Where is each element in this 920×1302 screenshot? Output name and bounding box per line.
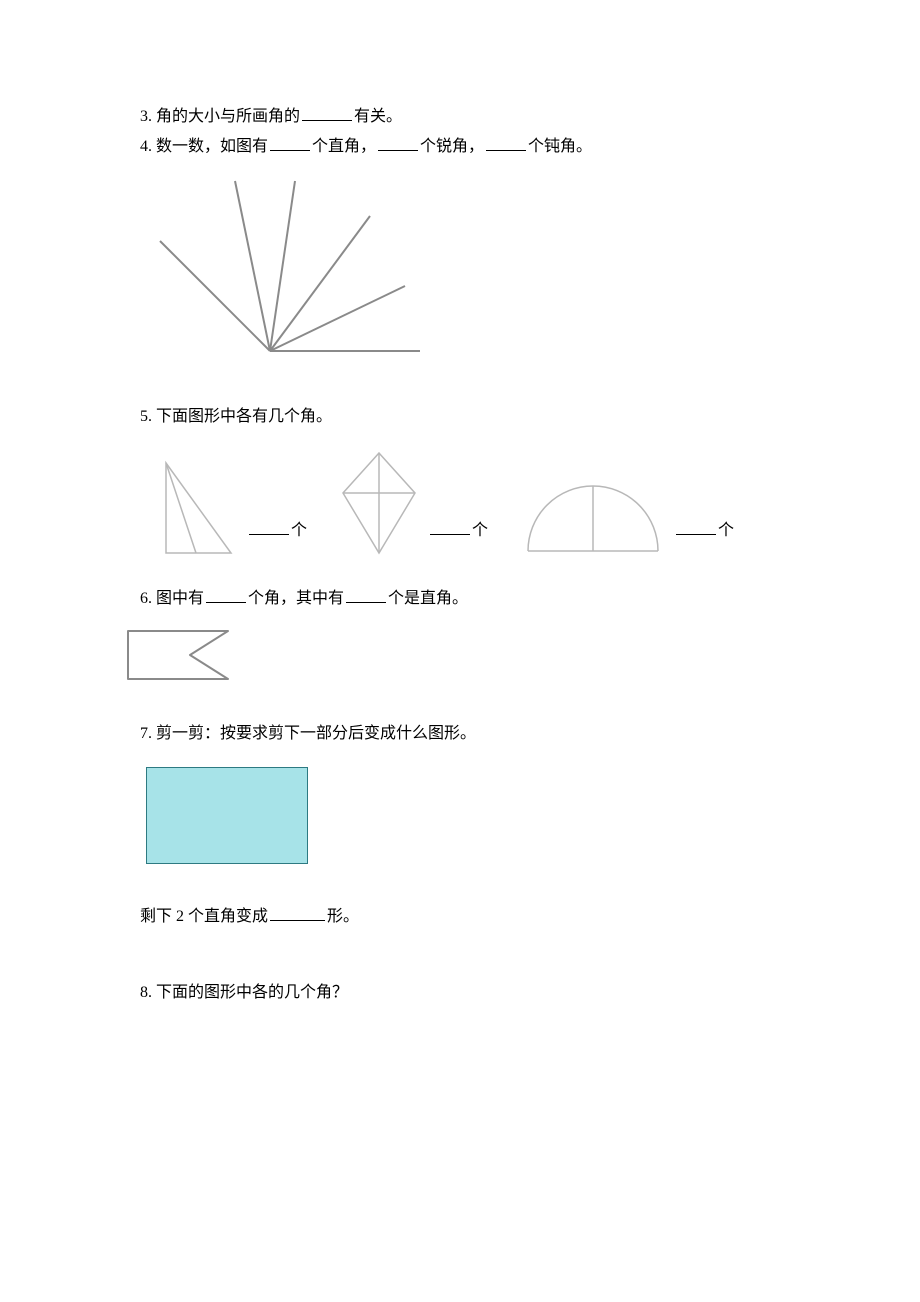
q5-shape-semicircle: 个: [518, 473, 734, 558]
q6-figure: [120, 623, 780, 693]
q7-line2: 剩下 2 个直角变成 形。: [140, 904, 780, 930]
q6-mid: 个角，其中有: [248, 590, 344, 607]
q6-blank-1[interactable]: [206, 586, 246, 603]
q7-text: 7. 剪一剪：按要求剪下一部分后变成什么图形。: [140, 725, 476, 742]
q5-shape-rhombus: 个: [337, 448, 488, 558]
q7-line2-prefix: 剩下 2 个直角变成: [140, 908, 268, 925]
q5-shapes-row: 个 个: [146, 448, 780, 558]
q5-triangle-label: 个: [247, 516, 307, 540]
q6-prefix: 6. 图中有: [140, 590, 204, 607]
q7-rectangle: [146, 767, 308, 864]
q4-blank-2[interactable]: [378, 134, 418, 151]
q5-semicircle-blank[interactable]: [676, 518, 716, 535]
q5-rhombus-label: 个: [428, 516, 488, 540]
q5-semicircle-label: 个: [674, 516, 734, 540]
question-7: 7. 剪一剪：按要求剪下一部分后变成什么图形。: [140, 721, 780, 747]
q4-prefix: 4. 数一数，如图有: [140, 138, 268, 155]
q5-triangle-blank[interactable]: [249, 518, 289, 535]
q5-rhombus-unit: 个: [472, 522, 488, 539]
q4-blank-3[interactable]: [486, 134, 526, 151]
question-3: 3. 角的大小与所画角的 有关。: [140, 104, 780, 130]
q4-figure: [140, 171, 780, 376]
q8-text: 8. 下面的图形中各的几个角？: [140, 984, 348, 1001]
q4-mid2: 个锐角，: [420, 138, 484, 155]
question-4: 4. 数一数，如图有 个直角， 个锐角， 个钝角。: [140, 134, 780, 160]
q5-triangle-unit: 个: [291, 522, 307, 539]
q7-line2-suffix: 形。: [327, 908, 359, 925]
q3-prefix: 3. 角的大小与所画角的: [140, 108, 300, 125]
q4-mid1: 个直角，: [312, 138, 376, 155]
q5-semicircle-unit: 个: [718, 522, 734, 539]
q6-suffix: 个是直角。: [388, 590, 468, 607]
q4-suffix: 个钝角。: [528, 138, 592, 155]
q4-blank-1[interactable]: [270, 134, 310, 151]
q5-rhombus-blank[interactable]: [430, 518, 470, 535]
question-8: 8. 下面的图形中各的几个角？: [140, 980, 780, 1006]
q5-shape-triangle: 个: [146, 458, 307, 558]
question-5: 5. 下面图形中各有几个角。: [140, 404, 780, 430]
question-6: 6. 图中有 个角，其中有 个是直角。: [140, 586, 780, 612]
q7-blank[interactable]: [270, 904, 325, 921]
q6-blank-2[interactable]: [346, 586, 386, 603]
q3-blank[interactable]: [302, 104, 352, 121]
q5-text: 5. 下面图形中各有几个角。: [140, 408, 332, 425]
q3-suffix: 有关。: [354, 108, 402, 125]
